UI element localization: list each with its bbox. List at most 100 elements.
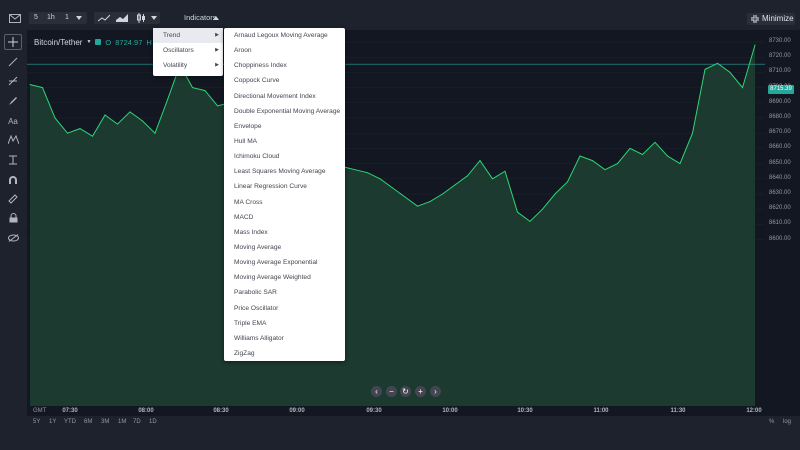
indicator-item[interactable]: Parabolic SAR [234,289,277,297]
interval-value[interactable]: 5 [34,14,38,21]
range-button[interactable]: 3M [101,419,110,425]
chevron-down-icon[interactable] [150,14,158,22]
reset-button[interactable]: ↻ [400,386,411,397]
category-label: Trend [163,32,180,39]
zoom-in-button[interactable]: + [415,386,426,397]
indicators-button[interactable]: Indicators [184,13,217,22]
price-point [192,87,193,89]
price-point [604,169,606,171]
chevron-up-icon[interactable] [213,15,219,21]
chevron-down-icon[interactable] [75,14,83,22]
candlestick-icon[interactable] [134,13,148,23]
indicator-item[interactable]: Linear Regression Curve [234,183,307,191]
measure-icon[interactable] [6,153,20,167]
indicator-item[interactable]: Williams Alligator [234,334,284,342]
hide-drawings-icon[interactable] [6,231,20,245]
time-tick: 08:30 [213,408,229,414]
price-point [367,172,368,174]
lock-icon[interactable] [6,211,20,225]
price-point [504,170,506,172]
indicator-item[interactable]: Price Oscillator [234,304,279,312]
brush-icon[interactable] [6,94,20,108]
magnet-icon[interactable] [6,173,20,187]
time-tick: 08:00 [138,408,154,414]
time-tick: 09:00 [289,408,305,414]
price-chart[interactable] [27,30,765,416]
range-button[interactable]: YTD [64,419,76,425]
minimize-button[interactable]: Minimize [747,13,795,25]
price-point [554,193,556,195]
price-point [442,193,443,195]
interval-mult[interactable]: 1 [65,14,69,21]
interval-selector[interactable] [29,12,87,24]
indicator-item[interactable]: Ichimoku Cloud [234,153,280,161]
status-dot [95,39,102,45]
indicator-item[interactable]: Choppiness Index [234,62,287,70]
range-button[interactable]: 1M [118,419,127,425]
ruler-icon[interactable] [6,192,20,206]
log-toggle[interactable]: log [783,419,792,425]
price-point [717,62,718,64]
indicator-item[interactable]: Arnaud Legoux Moving Average [234,32,328,39]
price-point [42,87,43,89]
percent-toggle[interactable]: % [769,419,775,425]
price-area [30,45,755,406]
indicator-item[interactable]: Envelope [234,122,262,130]
indicator-item[interactable]: Triple EMA [234,319,267,327]
price-point [392,187,393,189]
indicator-item[interactable]: Aroon [234,47,252,55]
area-chart-icon[interactable] [115,13,129,23]
price-tick: 8630.00 [769,190,791,196]
range-button[interactable]: 7D [133,419,141,425]
category-volatility[interactable]: Volatility ▶ [153,58,223,73]
chevron-right-icon: ▶ [215,47,219,54]
current-price-badge: 8715.39 [768,85,794,94]
price-point [117,123,118,125]
price-point [217,105,218,107]
chevron-down-icon[interactable]: ▼ [86,39,92,45]
mail-icon[interactable] [8,12,22,24]
interval-unit[interactable]: 1h [47,14,55,21]
indicator-item[interactable]: Directional Movement Index [234,92,316,100]
fib-retracement-icon[interactable] [6,74,20,88]
indicator-item[interactable]: Mass Index [234,228,268,236]
high-label: H [146,37,152,47]
indicator-item[interactable]: Least Squares Moving Average [234,168,326,176]
text-icon[interactable]: Aa [8,116,18,126]
range-button[interactable]: 1Y [49,419,57,425]
zoom-out-button[interactable]: − [386,386,397,397]
minimize-label: Minimize [762,14,794,23]
time-tick: 10:00 [442,408,458,414]
range-button[interactable]: 1D [149,419,157,425]
timezone-label: GMT [33,408,47,414]
indicator-item[interactable]: Coppock Curve [234,77,280,85]
price-point [729,71,731,73]
indicator-item[interactable]: Moving Average Weighted [234,274,311,282]
price-point [67,132,68,134]
price-point [704,68,706,70]
scroll-right-button[interactable]: › [430,386,441,397]
indicator-item[interactable]: Moving Average Exponential [234,259,318,267]
price-point [142,120,143,122]
time-tick: 11:30 [670,408,686,414]
time-tick: 10:30 [517,408,533,414]
category-oscillators[interactable]: Oscillators ▶ [153,43,223,58]
line-chart-icon[interactable] [97,13,111,23]
indicator-item[interactable]: Double Exponential Moving Average [234,107,341,115]
indicator-item[interactable]: MACD [234,213,254,221]
trend-line-icon[interactable] [6,55,20,69]
category-trend[interactable]: Trend ▶ [153,28,223,44]
scroll-left-button[interactable]: ‹ [371,386,382,397]
price-point [104,114,106,116]
category-label: Volatility [163,62,188,70]
price-point [629,147,631,149]
range-button[interactable]: 6M [84,419,93,425]
indicator-item[interactable]: ZigZag [234,349,255,357]
crosshair-icon[interactable] [4,34,22,50]
indicator-item[interactable]: Hull MA [234,137,258,145]
symbol-name[interactable]: Bitcoin/Tether [34,37,83,47]
range-button[interactable]: 5Y [33,419,41,425]
pattern-icon[interactable] [6,133,20,147]
indicator-item[interactable]: MA Cross [234,198,263,206]
indicator-item[interactable]: Moving Average [234,243,282,251]
